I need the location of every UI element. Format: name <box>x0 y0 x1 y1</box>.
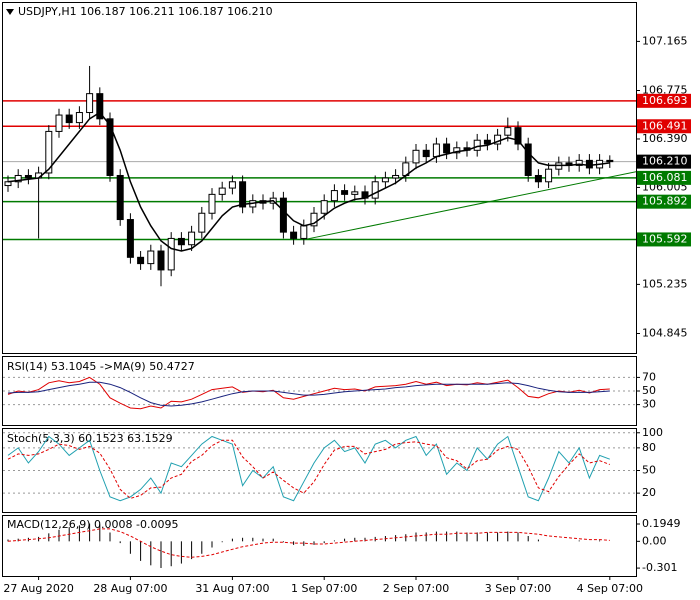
candle-body <box>65 114 73 124</box>
candle-body <box>320 200 328 214</box>
candle-body <box>279 197 287 233</box>
y-tick-label: 107.165 <box>642 34 688 47</box>
y-tick-label: 20 <box>642 486 656 499</box>
candle-body <box>392 174 400 179</box>
level-label-bg <box>637 119 691 134</box>
candle-body <box>188 231 196 246</box>
indicator-line <box>7 439 610 499</box>
candle-body <box>137 256 145 265</box>
x-tick-label: 28 Aug 07:00 <box>93 582 167 595</box>
candle-body <box>45 130 53 174</box>
indicator-line <box>7 435 610 502</box>
level-label: 106.491 <box>642 119 688 132</box>
candle-body <box>514 127 522 145</box>
candle-body <box>432 143 440 158</box>
y-tick-label: 80 <box>642 441 656 454</box>
x-tick-label: 27 Aug 2020 <box>3 582 73 595</box>
level-label-bg <box>637 232 691 247</box>
candle-body <box>106 118 114 176</box>
candle-body <box>157 250 165 271</box>
x-tick-label: 1 Sep 07:00 <box>291 582 357 595</box>
macd-pane <box>2 515 637 577</box>
candle-body <box>239 181 247 208</box>
y-tick-label: 50 <box>642 464 656 477</box>
level-label: 105.892 <box>642 195 688 208</box>
candle-body <box>545 168 553 183</box>
candle-body <box>86 93 94 114</box>
candle-body <box>208 193 216 214</box>
candle-body <box>218 187 226 195</box>
y-tick-label: 50 <box>642 384 656 397</box>
level-label: 106.081 <box>642 171 688 184</box>
last-price-label: 106.210 <box>642 155 688 168</box>
trendline <box>303 171 637 241</box>
candle-body <box>96 93 104 120</box>
chart-title: USDJPY,H1 106.187 106.211 106.187 106.21… <box>18 5 273 18</box>
candle-body <box>14 174 22 183</box>
candle-body <box>371 181 379 199</box>
candle-body <box>126 219 134 258</box>
candle-body <box>412 149 420 164</box>
y-tick-label: 106.775 <box>642 84 688 97</box>
candle-body <box>330 190 338 202</box>
candle-body <box>422 149 430 158</box>
level-label-bg <box>637 170 691 185</box>
y-tick-label: 104.845 <box>642 326 688 339</box>
candle-body <box>228 181 236 189</box>
candle-body <box>75 112 83 124</box>
candle-body <box>341 190 349 195</box>
candle-body <box>116 174 124 221</box>
menu-triangle <box>6 9 14 15</box>
candle-body <box>504 127 512 136</box>
candle-body <box>443 143 451 154</box>
candle-body <box>575 159 583 166</box>
candle-body <box>290 231 298 239</box>
candle-body <box>167 237 175 271</box>
macd-signal <box>7 528 610 558</box>
candle-body <box>381 177 389 183</box>
candle-body <box>534 174 542 183</box>
indicator-line <box>7 381 610 407</box>
candle-body <box>453 147 461 154</box>
y-tick-label: -0.301 <box>642 561 677 574</box>
y-tick-label: 0.1949 <box>642 517 681 530</box>
candle-body <box>4 181 12 187</box>
candle-body <box>606 159 614 163</box>
x-tick-label: 2 Sep 07:00 <box>383 582 449 595</box>
indicator-title: Stoch(5,3,3) 60.1523 63.1529 <box>7 432 173 445</box>
x-tick-label: 4 Sep 07:00 <box>577 582 643 595</box>
level-label-bg <box>637 93 691 108</box>
indicator-title: MACD(12,26,9) 0.0008 -0.0095 <box>7 518 178 531</box>
level-label: 105.592 <box>642 232 688 245</box>
indicator-title: RSI(14) 53.1045 ->MA(9) 50.4727 <box>7 360 195 373</box>
y-tick-label: 105.235 <box>642 277 688 290</box>
moving-average <box>7 111 610 252</box>
y-tick-label: 106.390 <box>642 132 688 145</box>
level-label-bg <box>637 194 691 209</box>
y-tick-label: 70 <box>642 370 656 383</box>
level-label: 106.693 <box>642 94 688 107</box>
candle-body <box>300 225 308 239</box>
candle-body <box>524 143 532 176</box>
candle-body <box>483 139 491 145</box>
candle-body <box>198 212 206 233</box>
candle-body <box>310 212 318 227</box>
y-tick-label: 30 <box>642 398 656 411</box>
x-tick-label: 31 Aug 07:00 <box>195 582 269 595</box>
y-tick-label: 0.00 <box>642 534 667 547</box>
candle-body <box>177 237 185 246</box>
last-price-label-bg <box>637 154 691 169</box>
y-tick-label: 100 <box>642 426 663 439</box>
x-tick-label: 3 Sep 07:00 <box>485 582 551 595</box>
candle-body <box>473 139 481 151</box>
candle-body <box>147 250 155 265</box>
candle-body <box>585 159 593 169</box>
candle-body <box>24 174 32 179</box>
candle-body <box>55 114 63 132</box>
candle-body <box>351 191 359 195</box>
